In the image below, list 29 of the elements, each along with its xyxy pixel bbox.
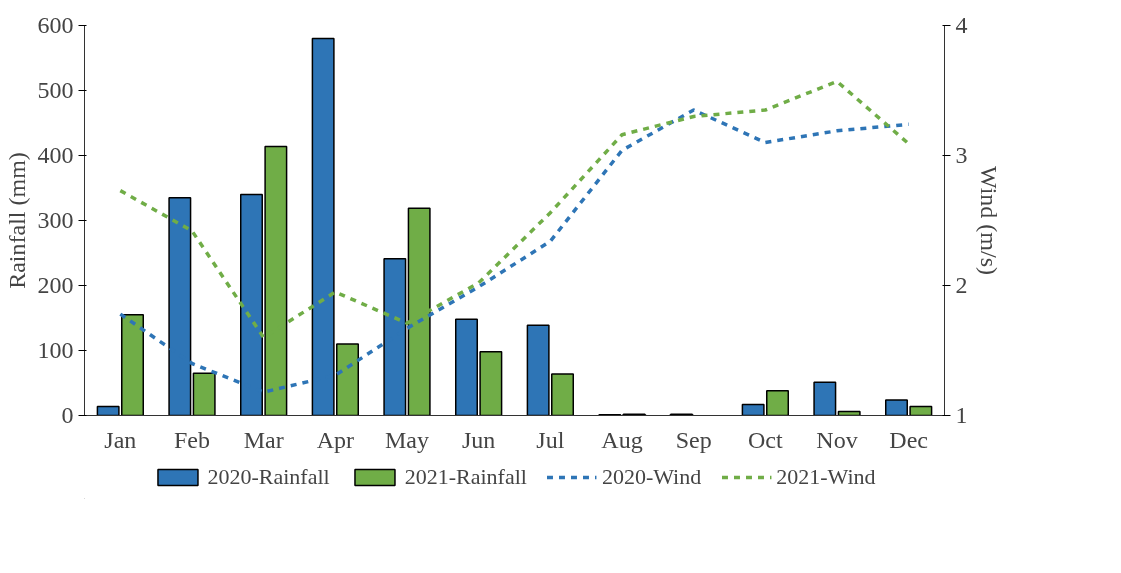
y-tick-label: 100	[37, 337, 74, 363]
x-tick-label: Nov	[816, 426, 858, 453]
y-tick-label: 0	[61, 402, 74, 428]
x-tick-label: Dec	[889, 426, 928, 453]
legend-label: 2021-Wind	[776, 464, 876, 490]
y2-tick-label: 1	[955, 402, 968, 428]
x-tick-label: May	[385, 426, 429, 453]
y2-tick-label: 3	[955, 142, 968, 168]
x-tick-label: Apr	[316, 426, 354, 453]
y-tick-label: 400	[37, 142, 74, 168]
x-tick-label: Oct	[748, 426, 783, 453]
x-tick-label: Jun	[462, 426, 496, 453]
y-tick-label: 600	[37, 12, 74, 38]
legend-label: 2020-Rainfall	[207, 464, 330, 490]
legend-label: 2021-Rainfall	[404, 464, 527, 490]
x-tick-label: Sep	[675, 426, 712, 453]
x-tick-label: Mar	[243, 426, 284, 453]
x-tick-label: Jul	[536, 426, 565, 453]
y-tick-label: 200	[37, 272, 74, 298]
y-tick-label: 300	[37, 207, 74, 233]
y-axis-title: Rainfall (mm)	[3, 152, 30, 289]
y2-axis-title: Wind (m/s)	[975, 165, 1002, 276]
y2-tick-label: 2	[955, 272, 968, 298]
y2-tick-label: 4	[955, 12, 968, 38]
y-tick-label: 500	[37, 77, 74, 103]
x-tick-label: Aug	[601, 426, 643, 453]
legend-label: 2020-Wind	[601, 464, 702, 490]
x-tick-label: Jan	[104, 426, 137, 453]
x-tick-label: Feb	[174, 426, 210, 453]
